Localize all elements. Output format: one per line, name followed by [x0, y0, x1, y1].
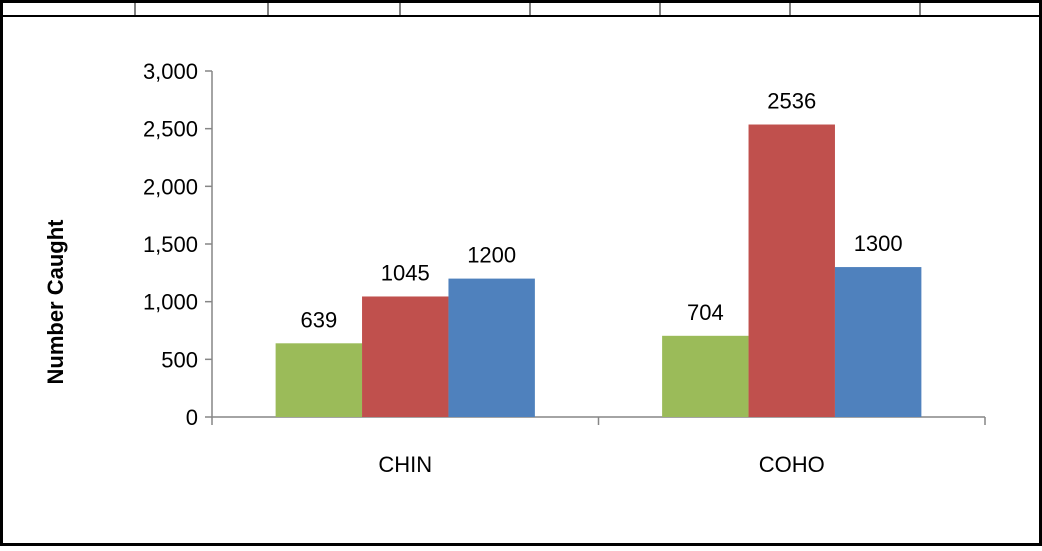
bar	[748, 124, 835, 418]
x-tick-label: CHIN	[378, 452, 432, 477]
y-tick-label: 1,500	[143, 232, 198, 257]
bar	[448, 278, 535, 417]
bars	[275, 124, 922, 418]
bar-value-label: 2536	[767, 89, 816, 114]
y-axis-title: Number Caught	[43, 219, 68, 385]
y-tick-label: 2,000	[143, 174, 198, 199]
y-tick-label: 2,500	[143, 117, 198, 142]
bar-value-label: 639	[300, 307, 337, 332]
x-tick-label: COHO	[759, 452, 825, 477]
bar-value-label: 704	[687, 300, 724, 325]
y-tick-label: 1,000	[143, 290, 198, 315]
y-tick-label: 3,000	[143, 59, 198, 84]
bar-value-label: 1045	[381, 260, 430, 285]
y-tick-label: 500	[161, 347, 198, 372]
x-axis: CHIN COHO	[211, 416, 986, 477]
bar	[662, 335, 749, 417]
bar-value-label: 1300	[854, 231, 903, 256]
y-tick-label: 0	[186, 405, 198, 430]
bar-value-label: 1200	[467, 243, 516, 268]
y-axis: 0 500 1,000 1,500 2,000 2,500 3,000	[143, 59, 213, 430]
bar	[275, 343, 363, 417]
bar	[834, 267, 922, 417]
bar	[362, 296, 449, 417]
data-labels: 639 1045 1200 704 2536 1300	[300, 89, 902, 333]
